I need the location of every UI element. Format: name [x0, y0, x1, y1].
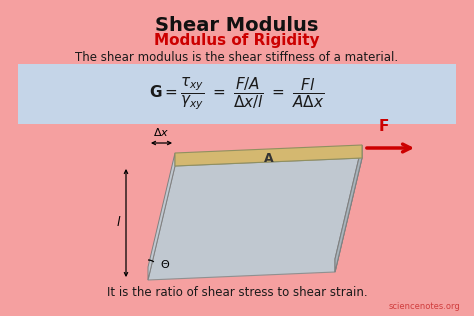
Text: sciencenotes.org: sciencenotes.org — [388, 302, 460, 311]
Text: F: F — [379, 119, 389, 134]
Text: Shear Modulus: Shear Modulus — [155, 16, 319, 35]
FancyBboxPatch shape — [18, 64, 456, 124]
Text: A: A — [264, 151, 273, 165]
Text: $\Delta x$: $\Delta x$ — [154, 126, 170, 138]
Text: $\Theta$: $\Theta$ — [160, 258, 170, 270]
Polygon shape — [175, 145, 362, 166]
Polygon shape — [335, 145, 362, 272]
Text: l: l — [116, 216, 120, 229]
Polygon shape — [148, 158, 362, 280]
Polygon shape — [148, 153, 175, 280]
Polygon shape — [335, 145, 362, 272]
Text: The shear modulus is the shear stiffness of a material.: The shear modulus is the shear stiffness… — [75, 51, 399, 64]
Text: $\mathbf{G} = \dfrac{\tau_{xy}}{\gamma_{xy}}$$\ =\ \dfrac{F/A}{\Delta x/l}$$\ =\: $\mathbf{G} = \dfrac{\tau_{xy}}{\gamma_{… — [149, 76, 325, 112]
Text: Modulus of Rigidity: Modulus of Rigidity — [154, 33, 320, 48]
Text: It is the ratio of shear stress to shear strain.: It is the ratio of shear stress to shear… — [107, 285, 367, 299]
